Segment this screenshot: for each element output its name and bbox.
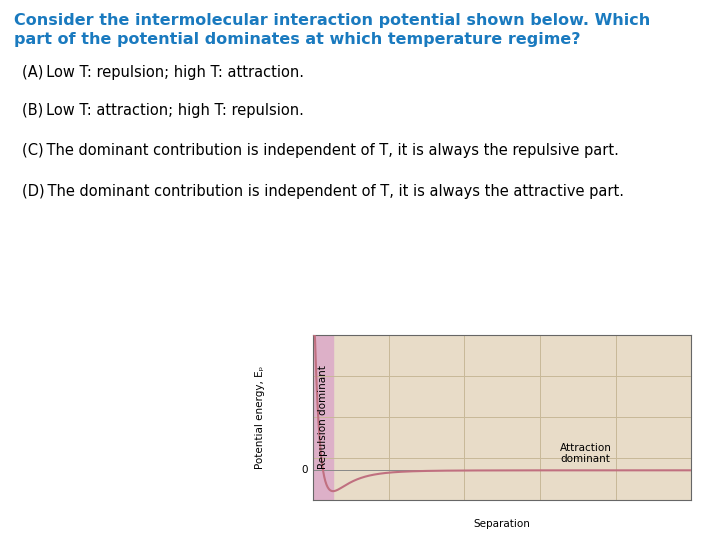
Text: Attraction
dominant: Attraction dominant	[559, 443, 611, 464]
Text: Consider the intermolecular interaction potential shown below. Which: Consider the intermolecular interaction …	[14, 14, 651, 29]
Text: part of the potential dominates at which temperature regime?: part of the potential dominates at which…	[14, 32, 581, 48]
Text: (D) The dominant contribution is independent of T, it is always the attractive p: (D) The dominant contribution is indepen…	[22, 184, 624, 199]
Text: (A) Low T: repulsion; high T: attraction.: (A) Low T: repulsion; high T: attraction…	[22, 65, 304, 80]
Text: Repulsion dominant: Repulsion dominant	[318, 365, 328, 469]
Text: Potential energy, Eₚ: Potential energy, Eₚ	[256, 366, 265, 469]
Text: (B) Low T: attraction; high T: repulsion.: (B) Low T: attraction; high T: repulsion…	[22, 103, 303, 118]
Bar	[313, 335, 333, 500]
Text: 0: 0	[301, 465, 307, 475]
Text: Separation: Separation	[474, 519, 531, 529]
Text: (C) The dominant contribution is independent of T, it is always the repulsive pa: (C) The dominant contribution is indepen…	[22, 143, 618, 158]
